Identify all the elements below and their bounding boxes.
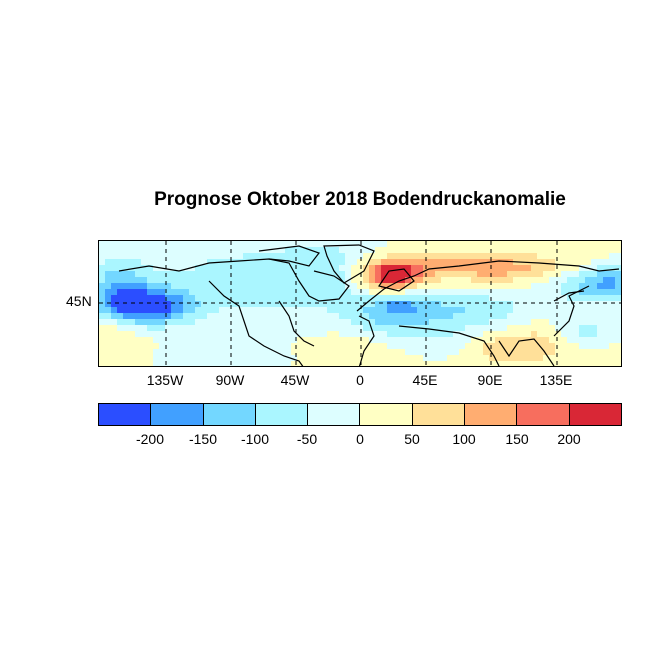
coastline xyxy=(208,280,304,366)
chart-title: Prognose Oktober 2018 Bodendruckanomalie xyxy=(154,189,566,210)
colorbar-swatch xyxy=(255,404,309,425)
lon-label: 90W xyxy=(215,372,245,388)
coastline xyxy=(358,315,375,366)
lat-label: 45N xyxy=(66,293,92,309)
colorbar-label: -50 xyxy=(296,431,318,447)
coastline xyxy=(323,244,375,284)
map-field xyxy=(99,241,621,366)
colorbar-swatch xyxy=(465,404,518,425)
lon-label: 0 xyxy=(356,372,364,388)
colorbar-label: -200 xyxy=(135,431,165,447)
colorbar xyxy=(98,403,622,426)
colorbar-label: -100 xyxy=(240,431,270,447)
lon-label: 90E xyxy=(477,372,503,388)
lon-label: 135E xyxy=(539,372,573,388)
colorbar-swatch xyxy=(203,404,256,425)
coastline xyxy=(356,260,620,312)
coastline xyxy=(118,258,350,302)
coastline xyxy=(498,338,555,366)
colorbar-label: 50 xyxy=(404,431,420,447)
colorbar-swatch xyxy=(151,404,204,425)
coastline xyxy=(258,245,320,267)
coastline xyxy=(278,300,315,347)
colorbar-label: 0 xyxy=(356,431,364,447)
colorbar-label: 200 xyxy=(557,431,581,447)
colorbar-swatch xyxy=(569,404,621,425)
lon-label: 135W xyxy=(146,372,184,388)
coastline xyxy=(378,268,415,292)
colorbar-swatch xyxy=(308,404,361,425)
colorbar-label: 150 xyxy=(505,431,529,447)
colorbar-label: -150 xyxy=(188,431,218,447)
coastline xyxy=(553,290,585,302)
anomaly-map xyxy=(98,240,622,367)
colorbar-label: 100 xyxy=(452,431,476,447)
colorbar-swatch xyxy=(412,404,466,425)
lon-label: 45E xyxy=(412,372,438,388)
colorbar-swatch xyxy=(517,404,570,425)
coastline xyxy=(398,325,500,366)
colorbar-swatch xyxy=(360,404,413,425)
colorbar-swatch xyxy=(99,404,152,425)
lon-label: 45W xyxy=(280,372,310,388)
